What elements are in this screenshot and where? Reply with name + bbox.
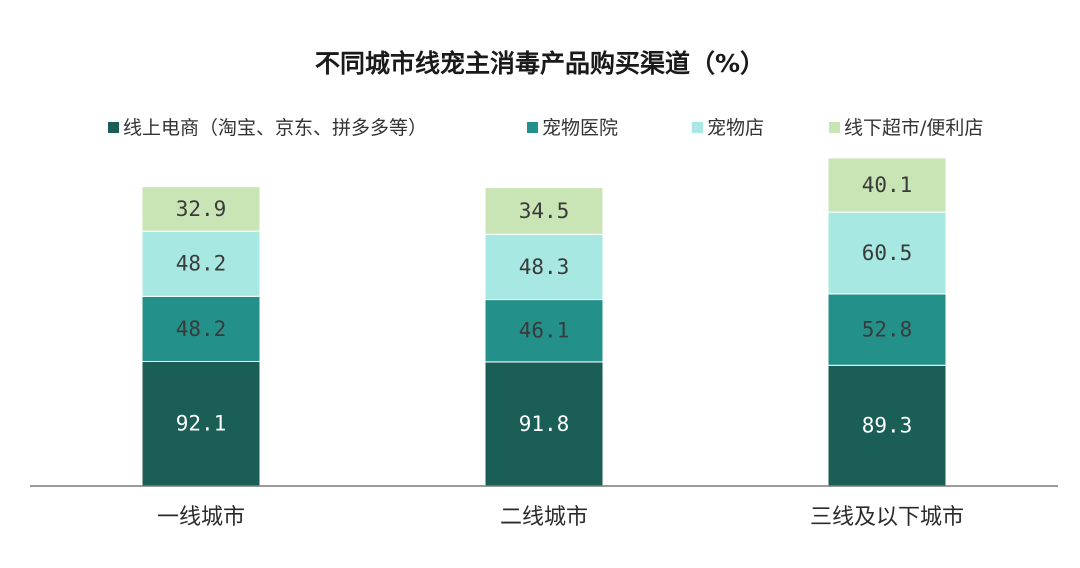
bar-segment [484,361,604,487]
legend-item: 宠物店 [692,117,764,139]
category-labels: 一线城市 二线城市 三线及以下城市 [157,505,964,530]
bar-stack: 89.3 52.8 60.5 40.1 [827,157,947,487]
data-label: 48.2 [176,317,227,341]
legend-swatch [527,122,538,133]
bars-group: 92.1 48.2 48.2 32.9 91.8 46.1 48.3 34.5 89.3 52.8… [141,157,947,487]
bar-segment [141,186,261,232]
legend-item: 线上电商（淘宝、京东、拼多多等） [108,117,427,139]
legend-label: 线上电商（淘宝、京东、拼多多等） [123,117,427,139]
data-label: 60.5 [862,241,913,265]
legend-label: 线下超市/便利店 [844,117,983,139]
bar-segment [827,211,947,295]
chart-title: 不同城市线宠主消毒产品购买渠道（%） [315,49,765,78]
data-label: 52.8 [862,318,913,342]
bar-stack: 91.8 46.1 48.3 34.5 [484,187,604,487]
category-label: 三线及以下城市 [810,505,964,530]
legend-item: 宠物医院 [527,117,618,139]
data-label: 48.3 [519,255,570,279]
bar-segment [827,293,947,366]
bar-stack: 92.1 48.2 48.2 32.9 [141,186,261,487]
legend-swatch [108,122,119,133]
data-label: 40.1 [862,173,913,197]
data-label: 46.1 [519,319,570,343]
bar-segment [141,360,261,487]
legend-label: 宠物医院 [542,117,618,139]
bar-segment [484,233,604,301]
data-label: 91.8 [519,412,570,436]
legend-label: 宠物店 [707,117,764,139]
data-label: 32.9 [176,197,227,221]
data-label: 89.3 [862,414,913,438]
bar-segment [484,299,604,363]
bar-segment [141,295,261,362]
category-label: 一线城市 [157,505,245,530]
bar-segment [827,157,947,213]
category-label: 二线城市 [500,505,588,530]
data-label: 34.5 [519,199,570,223]
legend-swatch [692,122,703,133]
data-label: 92.1 [176,412,227,436]
bar-segment [484,187,604,235]
legend-item: 线下超市/便利店 [829,117,983,139]
legend: 线上电商（淘宝、京东、拼多多等） 宠物医院 宠物店 线下超市/便利店 [108,117,983,139]
legend-swatch [829,122,840,133]
data-label: 48.2 [176,252,227,276]
